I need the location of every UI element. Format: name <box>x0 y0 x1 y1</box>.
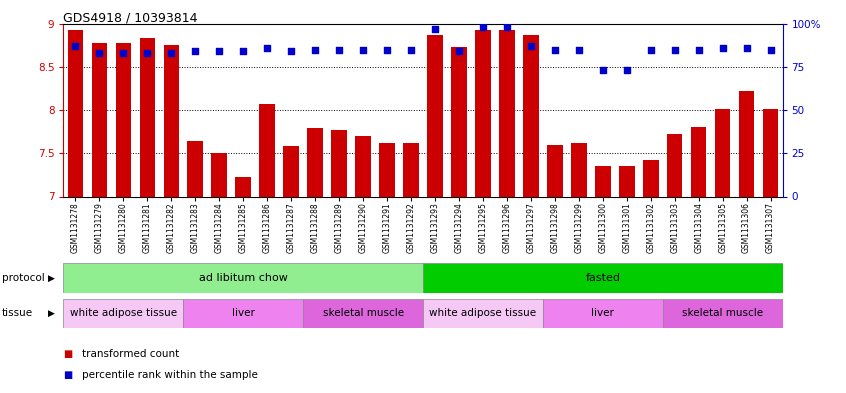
Bar <box>543 299 662 328</box>
Text: skeletal muscle: skeletal muscle <box>322 309 404 318</box>
Point <box>164 50 178 56</box>
Point <box>284 48 298 54</box>
Bar <box>212 153 227 196</box>
Point <box>692 46 706 53</box>
Point <box>92 50 106 56</box>
Bar <box>303 299 423 328</box>
Bar <box>355 136 371 196</box>
Point <box>524 43 537 49</box>
Bar <box>404 143 419 196</box>
Point <box>117 50 130 56</box>
Text: ad libitum chow: ad libitum chow <box>199 273 288 283</box>
Bar <box>499 29 514 196</box>
Bar <box>739 91 755 196</box>
Point <box>332 46 346 53</box>
Point <box>644 46 657 53</box>
Bar <box>427 35 442 197</box>
Bar <box>451 47 467 196</box>
Bar <box>379 143 395 196</box>
Text: ■: ■ <box>63 349 73 359</box>
Bar <box>667 134 683 196</box>
Point <box>189 48 202 54</box>
Text: skeletal muscle: skeletal muscle <box>682 309 763 318</box>
Bar <box>332 130 347 196</box>
Bar <box>523 35 539 197</box>
Point <box>236 48 250 54</box>
Point <box>476 24 490 30</box>
Bar <box>595 166 611 196</box>
Bar <box>63 263 423 293</box>
Point <box>69 43 82 49</box>
Bar <box>571 143 586 196</box>
Point <box>548 46 562 53</box>
Point <box>308 46 321 53</box>
Text: liver: liver <box>591 309 614 318</box>
Bar <box>91 42 107 196</box>
Point <box>404 46 418 53</box>
Bar <box>260 104 275 196</box>
Bar <box>547 145 563 196</box>
Text: protocol: protocol <box>2 273 45 283</box>
Text: tissue: tissue <box>2 309 33 318</box>
Text: liver: liver <box>232 309 255 318</box>
Bar <box>423 299 543 328</box>
Point <box>452 48 465 54</box>
Bar <box>188 141 203 196</box>
Point <box>140 50 154 56</box>
Text: white adipose tissue: white adipose tissue <box>70 309 177 318</box>
Point <box>500 24 514 30</box>
Point <box>356 46 370 53</box>
Bar <box>662 299 783 328</box>
Bar <box>307 128 323 196</box>
Bar <box>68 29 83 196</box>
Text: ▶: ▶ <box>48 309 55 318</box>
Bar <box>423 263 783 293</box>
Point <box>428 26 442 32</box>
Point <box>667 46 681 53</box>
Point <box>380 46 393 53</box>
Bar <box>763 109 778 196</box>
Bar <box>63 299 184 328</box>
Point <box>739 45 753 51</box>
Text: percentile rank within the sample: percentile rank within the sample <box>82 370 258 380</box>
Point <box>212 48 226 54</box>
Point <box>572 46 585 53</box>
Bar <box>643 160 658 196</box>
Bar <box>235 178 251 196</box>
Point <box>596 67 609 73</box>
Bar <box>163 45 179 196</box>
Point <box>261 45 274 51</box>
Text: ▶: ▶ <box>48 274 55 283</box>
Bar <box>283 146 299 196</box>
Point <box>620 67 634 73</box>
Point <box>764 46 777 53</box>
Bar <box>184 299 303 328</box>
Point <box>716 45 729 51</box>
Text: fasted: fasted <box>585 273 620 283</box>
Bar <box>691 127 706 196</box>
Bar <box>715 109 730 196</box>
Bar <box>116 42 131 196</box>
Bar <box>475 29 491 196</box>
Text: GDS4918 / 10393814: GDS4918 / 10393814 <box>63 12 198 25</box>
Text: ■: ■ <box>63 370 73 380</box>
Bar <box>140 38 155 197</box>
Bar <box>619 166 634 196</box>
Text: transformed count: transformed count <box>82 349 179 359</box>
Text: white adipose tissue: white adipose tissue <box>430 309 536 318</box>
